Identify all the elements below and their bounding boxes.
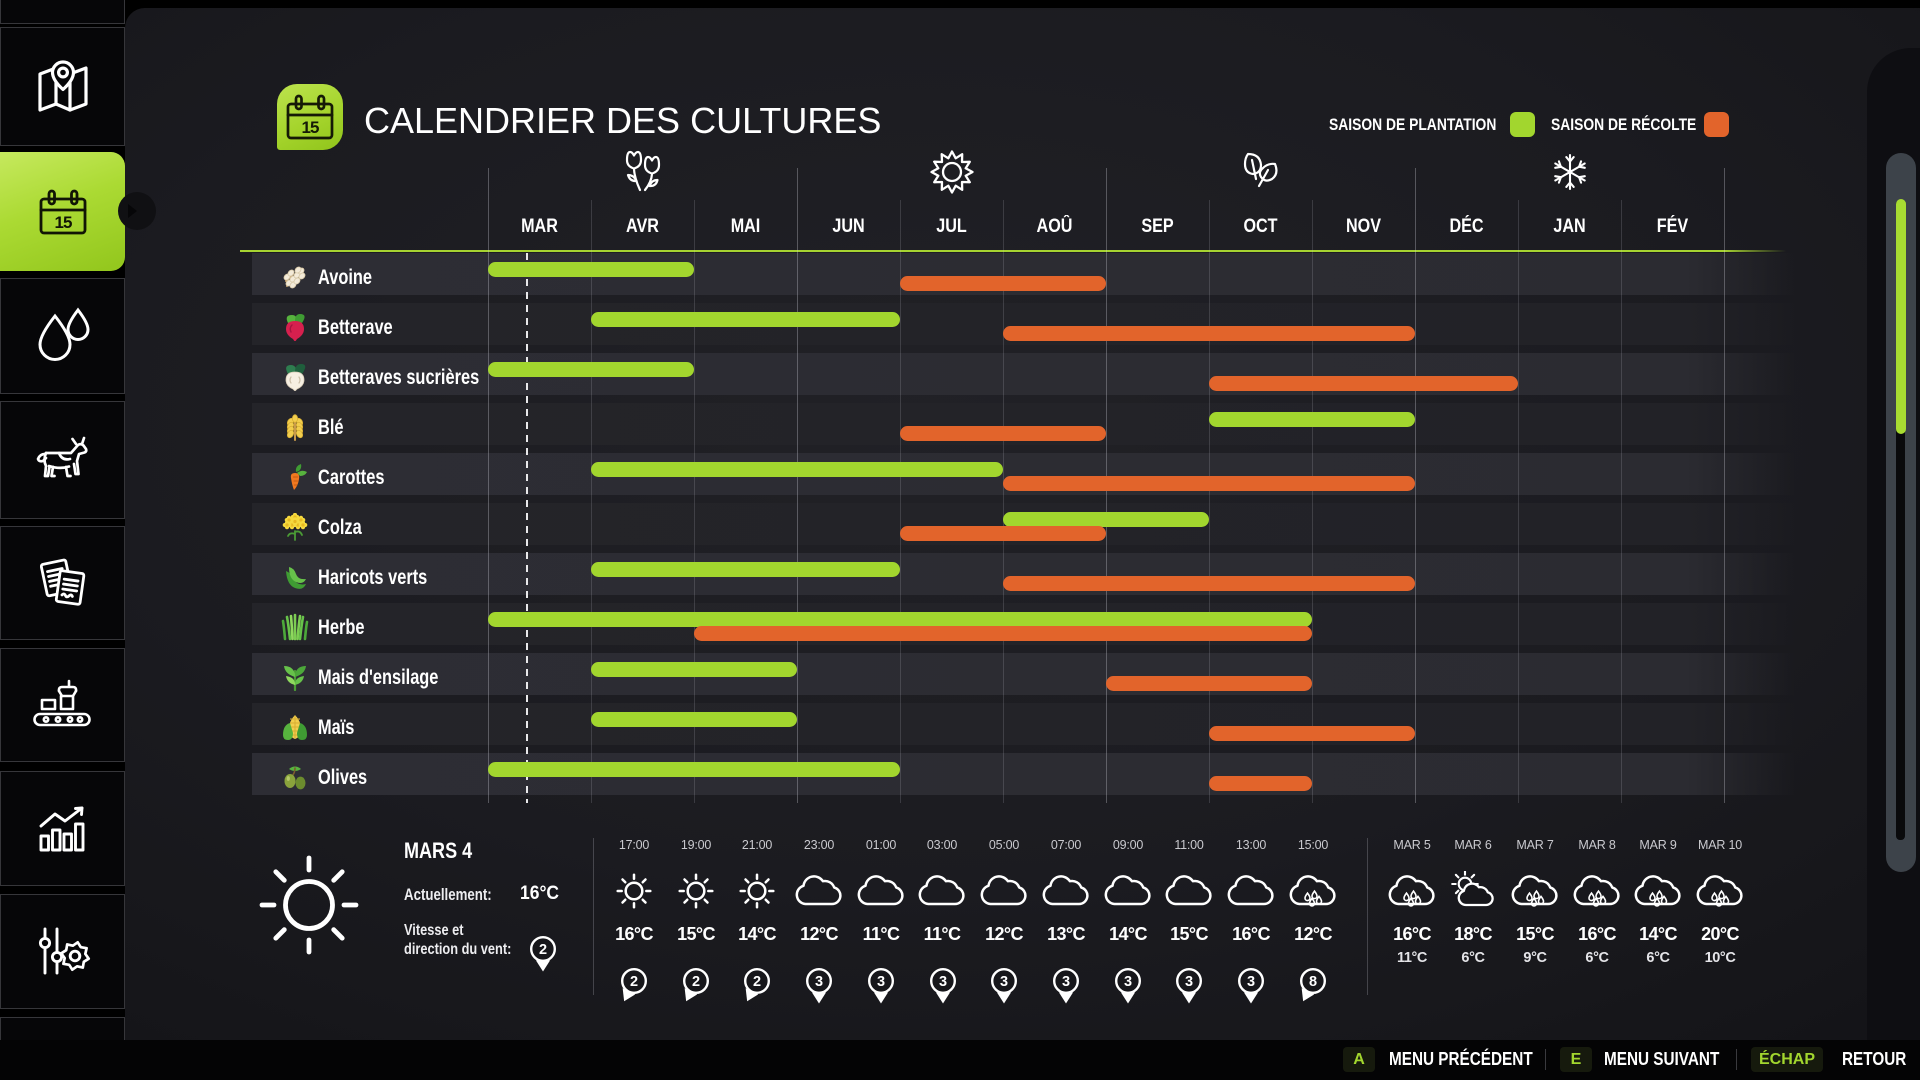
svg-text:3: 3	[939, 974, 947, 990]
svg-text:2: 2	[539, 942, 547, 958]
svg-text:3: 3	[877, 974, 885, 990]
svg-text:3: 3	[1124, 974, 1132, 990]
svg-text:3: 3	[1247, 974, 1255, 990]
svg-text:3: 3	[1000, 974, 1008, 990]
svg-text:2: 2	[630, 974, 638, 990]
svg-text:15: 15	[302, 118, 319, 137]
svg-text:3: 3	[1062, 974, 1070, 990]
svg-text:15: 15	[54, 213, 71, 232]
svg-text:3: 3	[815, 974, 823, 990]
svg-text:2: 2	[692, 974, 700, 990]
svg-text:8: 8	[1309, 974, 1317, 990]
svg-text:2: 2	[753, 974, 761, 990]
svg-text:3: 3	[1185, 974, 1193, 990]
